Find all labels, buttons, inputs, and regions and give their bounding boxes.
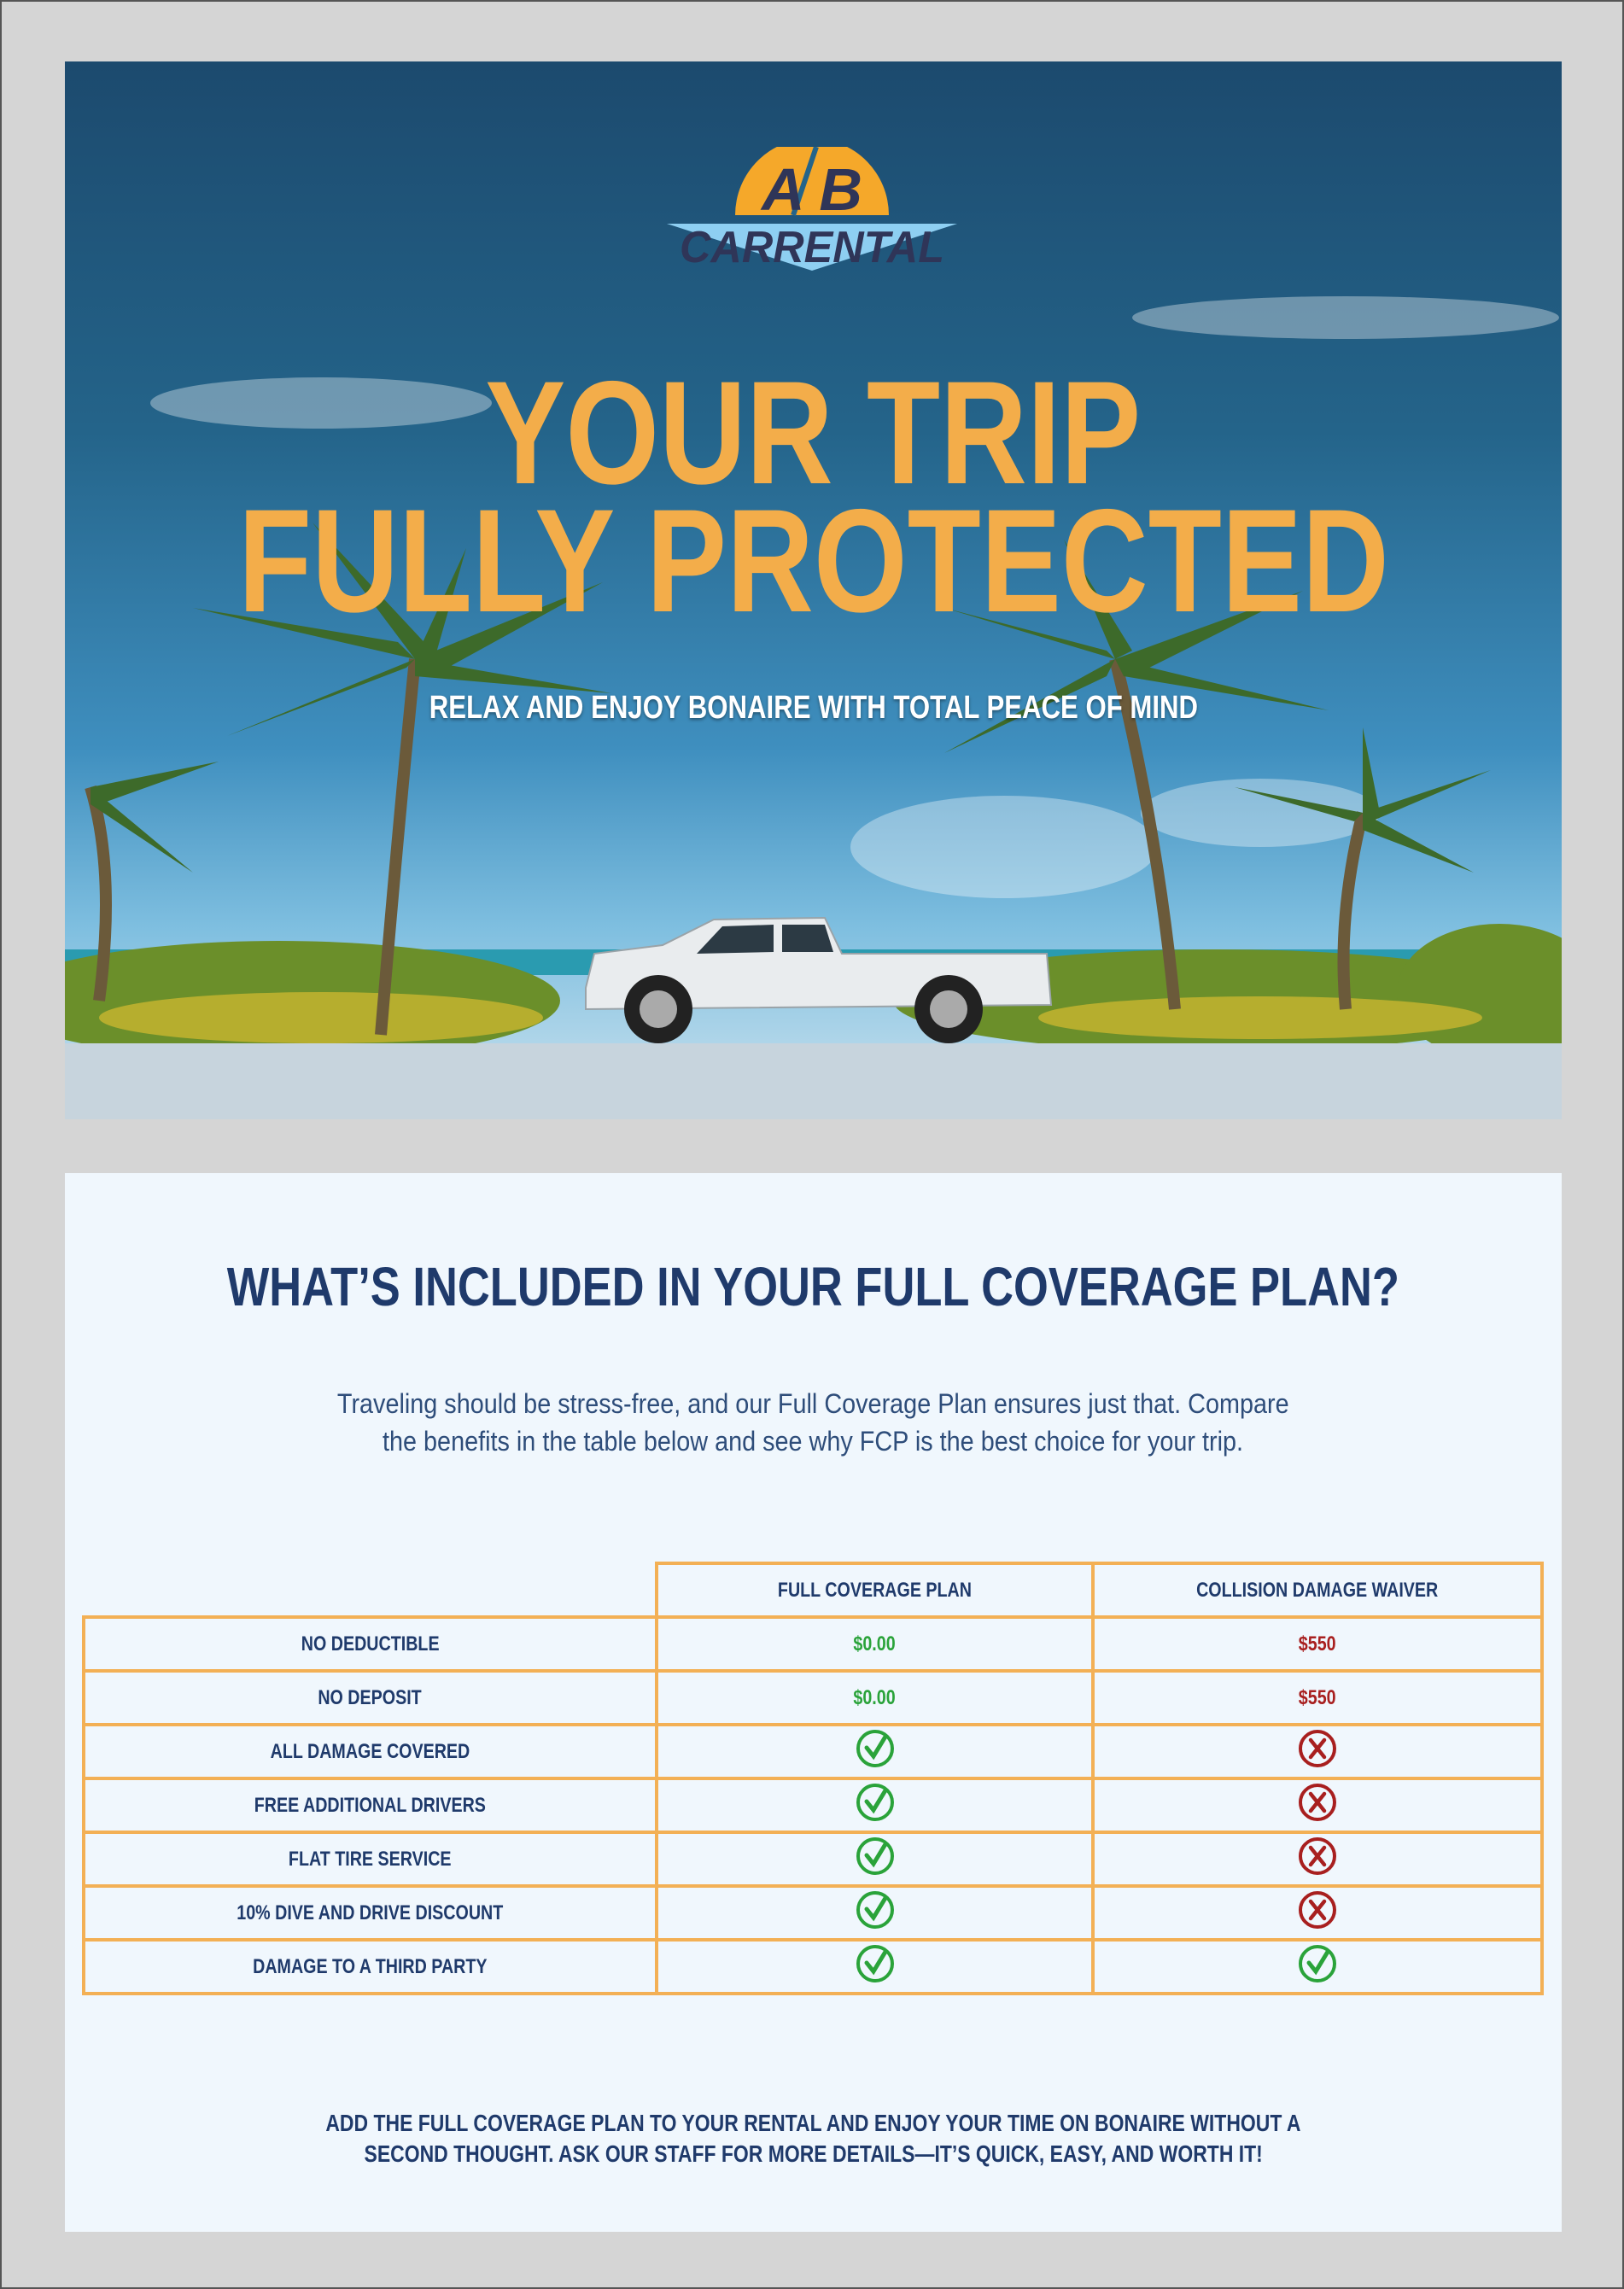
footer-line2: SECOND THOUGHT. ASK OUR STAFF FOR MORE D…: [364, 2140, 1263, 2167]
column-header-fcp: FULL COVERAGE PLAN: [777, 1578, 973, 1602]
table-row: 10% DIVE AND DRIVE DISCOUNT: [82, 1884, 1544, 1942]
check-icon: [856, 1945, 894, 1982]
row-label: DAMAGE TO A THIRD PARTY: [253, 1954, 488, 1978]
svg-text:CARRENTAL: CARRENTAL: [680, 223, 944, 272]
row-label: NO DEDUCTIBLE: [301, 1632, 440, 1655]
hero-title-line1: YOUR TRIP: [485, 351, 1142, 515]
fcp-value: $0.00: [853, 1632, 897, 1655]
coverage-panel: WHAT’S INCLUDED IN YOUR FULL COVERAGE PL…: [65, 1173, 1562, 2232]
row-label: ALL DAMAGE COVERED: [270, 1739, 470, 1763]
intro-line2: the benefits in the table below and see …: [383, 1426, 1244, 1457]
pickup-truck: [585, 916, 1053, 1043]
hero-banner: A B CARRENTAL YOUR TRIP FULLY PROTECTED …: [65, 61, 1562, 1119]
intro-line1: Traveling should be stress-free, and our…: [337, 1388, 1289, 1419]
footer-cta: ADD THE FULL COVERAGE PLAN TO YOUR RENTA…: [65, 2108, 1562, 2169]
hero-title: YOUR TRIP FULLY PROTECTED: [65, 351, 1562, 643]
check-icon: [856, 1784, 894, 1821]
table-row: ALL DAMAGE COVERED: [82, 1723, 1544, 1780]
cross-icon: [1299, 1730, 1336, 1767]
row-label: FLAT TIRE SERVICE: [289, 1847, 452, 1871]
hero-subtitle: RELAX AND ENJOY BONAIRE WITH TOTAL PEACE…: [429, 690, 1198, 726]
row-label: NO DEPOSIT: [318, 1685, 423, 1709]
row-label: FREE ADDITIONAL DRIVERS: [254, 1793, 487, 1817]
check-icon: [856, 1837, 894, 1875]
section-heading: WHAT’S INCLUDED IN YOUR FULL COVERAGE PL…: [226, 1256, 1400, 1317]
cdw-value: $550: [1299, 1632, 1336, 1655]
cross-icon: [1299, 1891, 1336, 1929]
table-row: FREE ADDITIONAL DRIVERS: [82, 1777, 1544, 1834]
svg-text:A B: A B: [760, 156, 862, 223]
table-row: FLAT TIRE SERVICE: [82, 1831, 1544, 1888]
fcp-value: $0.00: [853, 1685, 897, 1709]
coverage-comparison-table: FULL COVERAGE PLAN COLLISION DAMAGE WAIV…: [82, 1562, 1544, 1995]
cross-icon: [1299, 1784, 1336, 1821]
ab-car-rental-logo: A B CARRENTAL: [667, 147, 957, 272]
hero-photo-beach-truck: [65, 296, 1562, 1119]
row-label: 10% DIVE AND DRIVE DISCOUNT: [237, 1901, 504, 1924]
check-icon: [856, 1730, 894, 1767]
table-row: NO DEDUCTIBLE $0.00 $550: [82, 1615, 1544, 1673]
cross-icon: [1299, 1837, 1336, 1875]
cdw-value: $550: [1299, 1685, 1336, 1709]
hero-title-line2: FULLY PROTECTED: [237, 479, 1389, 643]
table-row: NO DEPOSIT $0.00 $550: [82, 1669, 1544, 1726]
column-header-cdw: COLLISION DAMAGE WAIVER: [1196, 1578, 1439, 1602]
check-icon: [856, 1891, 894, 1929]
footer-line1: ADD THE FULL COVERAGE PLAN TO YOUR RENTA…: [325, 2110, 1301, 2136]
table-row: DAMAGE TO A THIRD PARTY: [82, 1938, 1544, 1995]
table-corner: [84, 1563, 657, 1619]
check-icon: [1299, 1945, 1336, 1982]
section-intro: Traveling should be stress-free, and our…: [65, 1385, 1562, 1460]
